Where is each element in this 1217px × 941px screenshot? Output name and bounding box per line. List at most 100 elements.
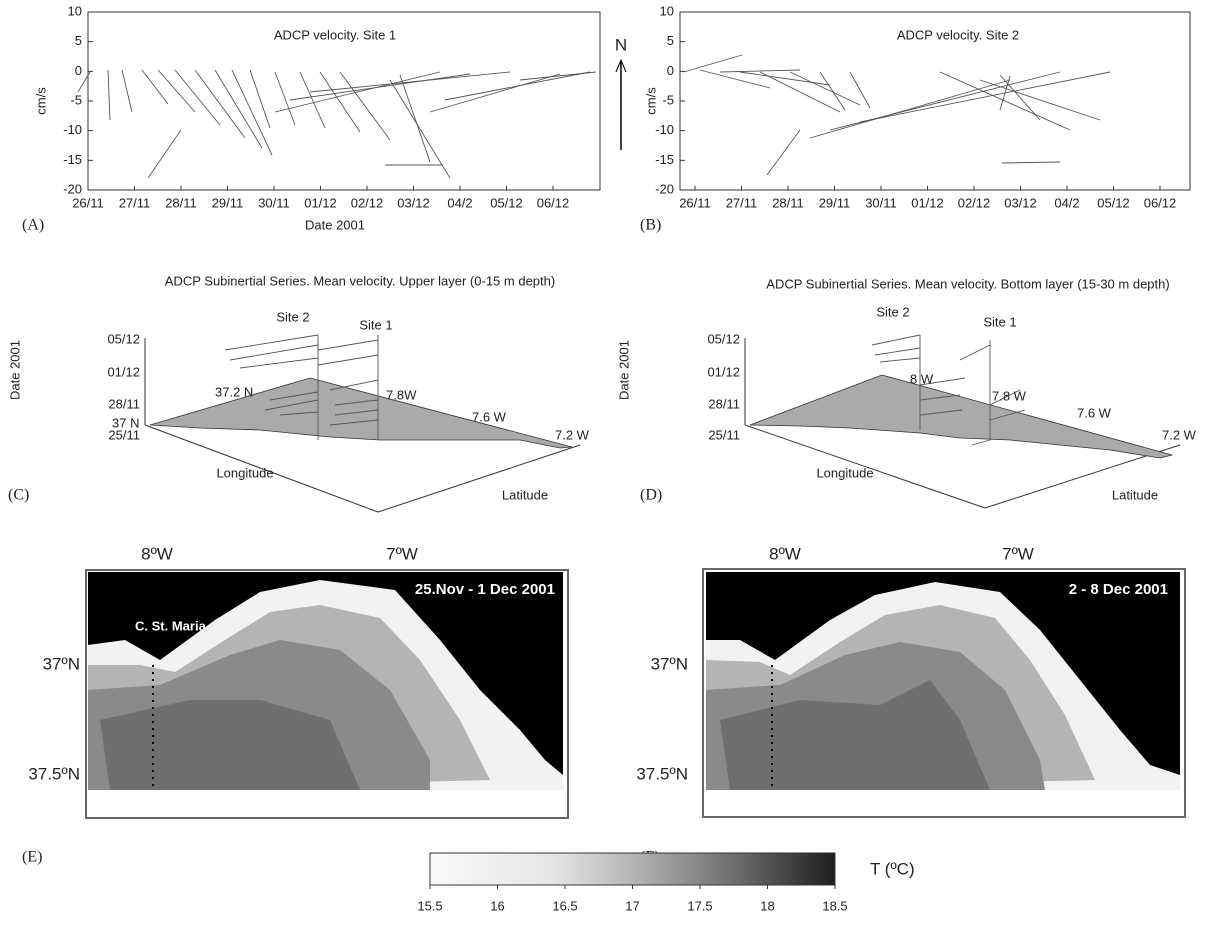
z-tick-label: 01/12 (107, 364, 140, 379)
y-tick-label: -10 (655, 122, 674, 137)
annotation: Site 2 (276, 309, 309, 324)
y-label: cm/s (643, 87, 658, 115)
lon-label: 7ºW (386, 544, 418, 563)
place-label: C. St. Maria (135, 618, 207, 633)
x-tick-label: 27/11 (726, 195, 758, 210)
colorbar-tick-label: 16.5 (552, 898, 577, 913)
annotation: 7.8W (386, 387, 417, 402)
y-tick-label: -5 (662, 92, 674, 107)
z-tick-label: 25/11 (108, 427, 140, 442)
panel-title: ADCP velocity. Site 2 (897, 27, 1019, 42)
sst-map (702, 568, 1186, 818)
x-label: Longitude (216, 465, 273, 480)
y-label: cm/s (33, 87, 48, 115)
x-tick-label: 01/12 (911, 195, 944, 210)
panel-label: (E) (22, 849, 42, 866)
y-label: Latitude (1112, 487, 1158, 502)
annotation: 37 N (112, 415, 139, 430)
lat-label: 37.5ºN (636, 764, 688, 783)
y-tick-label: -15 (655, 152, 674, 167)
z-label: Date 2001 (616, 340, 631, 400)
panel-label: (C) (8, 487, 29, 504)
annotation: Site 2 (876, 304, 909, 319)
x-tick-label: 05/12 (1097, 195, 1130, 210)
x-tick-label: 06/12 (537, 195, 570, 210)
z-tick-label: 25/11 (708, 427, 740, 442)
y-tick-label: -20 (63, 181, 82, 196)
north-arrow: N (615, 35, 627, 150)
x-tick-label: 30/11 (258, 195, 290, 210)
lat-label: 37ºN (651, 654, 688, 673)
annotation: 7.8 W (992, 388, 1027, 403)
annotation: 7.6 W (1077, 405, 1112, 420)
lon-label: 7ºW (1002, 544, 1034, 563)
x-label: Longitude (816, 465, 873, 480)
period-label: 2 - 8 Dec 2001 (1069, 581, 1168, 598)
colorbar-tick-label: 15.5 (417, 898, 442, 913)
colorbar-tick-label: 17.5 (687, 898, 712, 913)
x-tick-label: 26/11 (679, 195, 711, 210)
x-tick-label: 06/12 (1144, 195, 1177, 210)
panel-label: (D) (640, 487, 662, 504)
z-tick-label: 01/12 (707, 364, 740, 379)
lon-label: 8ºW (769, 544, 801, 563)
panel-label: (A) (22, 217, 44, 234)
x-tick-label: 26/11 (72, 195, 104, 210)
y-tick-label: -10 (63, 122, 82, 137)
x-tick-label: 03/12 (397, 195, 430, 210)
x-tick-label: 02/12 (351, 195, 384, 210)
z-tick-label: 05/12 (107, 331, 140, 346)
y-tick-label: -20 (655, 181, 674, 196)
north-label: N (615, 35, 627, 54)
lat-label: 37.5ºN (28, 764, 80, 783)
annotation: 7.2 W (1162, 427, 1197, 442)
x-tick-label: 29/11 (819, 195, 851, 210)
sst-map (85, 569, 569, 819)
stick-plot (683, 54, 1111, 176)
x-tick-label: 01/12 (304, 195, 337, 210)
colorbar-tick-label: 18.5 (822, 898, 847, 913)
x-tick-label: 29/11 (212, 195, 244, 210)
colorbar-tick-label: 17 (625, 898, 639, 913)
x-tick-label: 30/11 (865, 195, 897, 210)
x-tick-label: 04/2 (447, 195, 472, 210)
z-tick-label: 28/11 (108, 396, 140, 411)
y-tick-label: -5 (70, 92, 82, 107)
colorbar-tick-label: 16 (490, 898, 504, 913)
y-tick-label: 0 (667, 63, 674, 78)
x-tick-label: 02/12 (958, 195, 991, 210)
panel-title: ADCP velocity. Site 1 (274, 27, 396, 42)
panel-title: ADCP Subinertial Series. Mean velocity. … (766, 276, 1169, 291)
x-tick-label: 28/11 (772, 195, 804, 210)
panel-title: ADCP Subinertial Series. Mean velocity. … (165, 273, 555, 288)
colorbar (429, 852, 836, 886)
stick-plot (77, 69, 597, 179)
y-tick-label: 10 (660, 3, 674, 18)
x-label: Date 2001 (305, 217, 365, 232)
z-label: Date 2001 (7, 340, 22, 400)
3d-axes (744, 334, 1181, 509)
panel-label: (B) (640, 217, 661, 234)
x-tick-label: 05/12 (490, 195, 523, 210)
x-tick-label: 04/2 (1054, 195, 1079, 210)
x-tick-label: 28/11 (165, 195, 197, 210)
x-tick-label: 27/11 (119, 195, 151, 210)
x-tick-label: 03/12 (1004, 195, 1037, 210)
annotation: Site 1 (359, 317, 392, 332)
y-tick-label: 5 (75, 33, 82, 48)
y-label: Latitude (502, 487, 548, 502)
colorbar-tick-label: 18 (760, 898, 774, 913)
annotation: 7.6 W (472, 409, 507, 424)
annotation: 37.2 N (215, 384, 253, 399)
annotation: 8 W (910, 371, 934, 386)
lon-label: 8ºW (141, 544, 173, 563)
colorbar-label: T (ºC) (870, 859, 915, 878)
y-tick-label: 5 (667, 33, 674, 48)
annotation: Site 1 (983, 314, 1016, 329)
z-tick-label: 28/11 (708, 396, 740, 411)
y-tick-label: 10 (68, 3, 82, 18)
y-tick-label: -15 (63, 152, 82, 167)
period-label: 25.Nov - 1 Dec 2001 (415, 581, 555, 598)
annotation: 7.2 W (555, 427, 590, 442)
